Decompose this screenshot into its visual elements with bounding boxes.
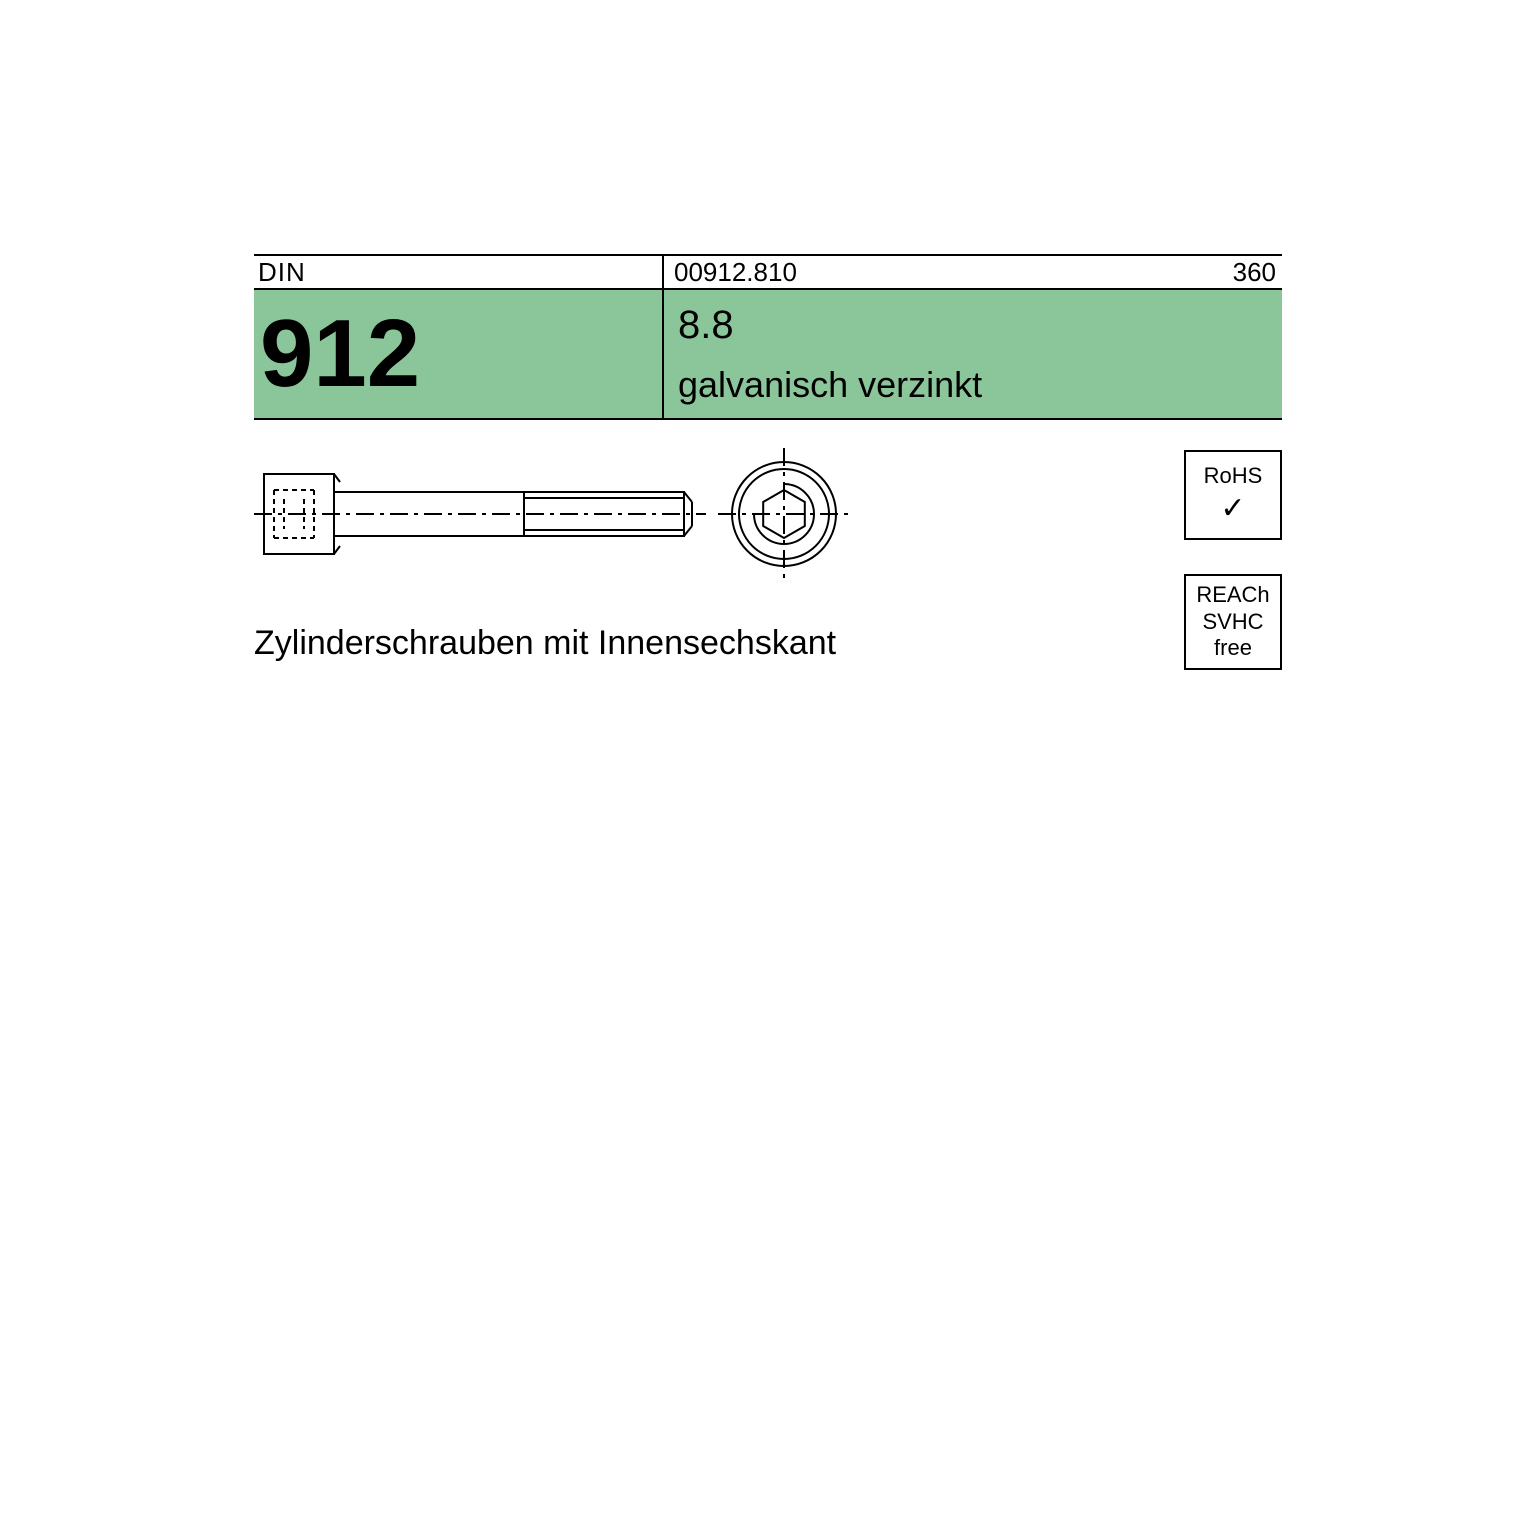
reach-line3: free: [1214, 635, 1252, 661]
check-icon: ✓: [1220, 491, 1245, 527]
surface-finish: galvanisch verzinkt: [678, 364, 1282, 406]
spec-row: 912 8.8 galvanisch verzinkt: [254, 290, 1282, 420]
screw-diagram-svg: [254, 444, 1014, 584]
reach-line1: REACh: [1196, 582, 1269, 608]
strength-grade: 8.8: [678, 303, 1282, 348]
rohs-label: RoHS: [1204, 463, 1263, 489]
reach-badge: REACh SVHC free: [1184, 574, 1282, 670]
spec-card: DIN 00912.810 360 912 8.8 galvanisch ver…: [254, 254, 1282, 1282]
din-number: 912: [260, 306, 420, 402]
header-row: DIN 00912.810 360: [254, 254, 1282, 290]
reach-line2: SVHC: [1202, 609, 1263, 635]
page-number: 360: [1192, 257, 1282, 288]
technical-drawing: [254, 444, 1014, 584]
spec-details: 8.8 galvanisch verzinkt: [664, 290, 1282, 418]
product-code: 00912.810: [664, 257, 1192, 288]
rohs-badge: RoHS ✓: [1184, 450, 1282, 540]
standard-label: DIN: [254, 256, 664, 288]
din-number-cell: 912: [254, 290, 664, 418]
product-title: Zylinderschrauben mit Innensechskant: [254, 624, 836, 663]
